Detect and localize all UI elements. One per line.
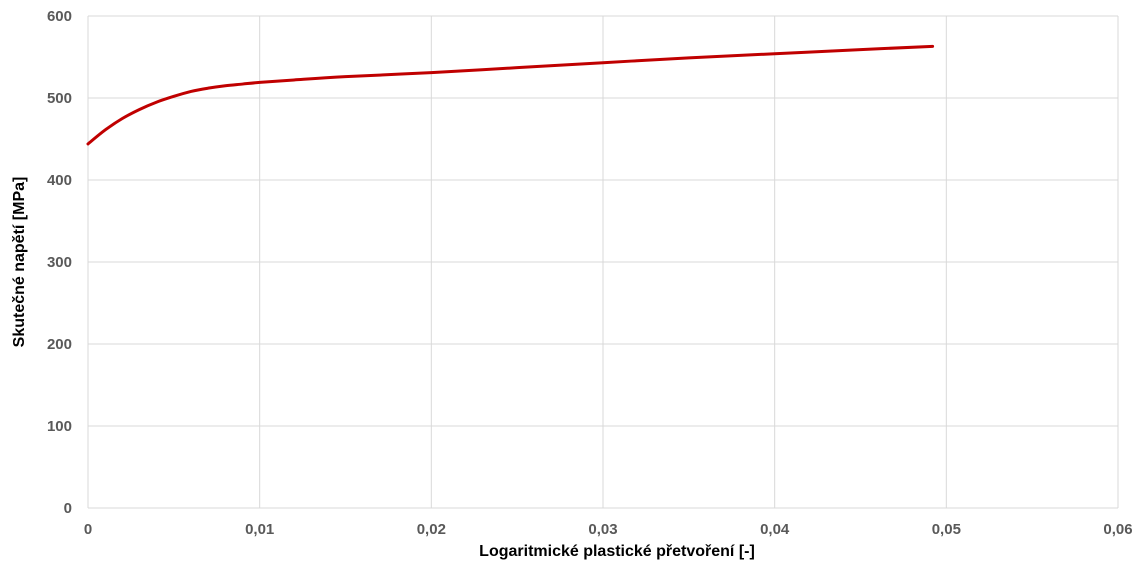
y-tick-label: 300 [47, 254, 72, 271]
x-tick-label: 0,05 [932, 521, 961, 538]
series-layer [86, 44, 935, 146]
y-tick-label: 100 [47, 418, 72, 435]
y-tick-label: 200 [47, 336, 72, 353]
y-tick-label: 0 [64, 500, 72, 517]
x-tick-label: 0 [84, 521, 92, 538]
x-tick-label: 0,04 [760, 521, 790, 538]
x-tick-label: 0,03 [588, 521, 617, 538]
x-tick-label: 0,02 [417, 521, 446, 538]
x-tick-label: 0,01 [245, 521, 274, 538]
y-gridlines [88, 15, 1118, 509]
x-axis-title: Logaritmické plastické přetvoření [-] [479, 543, 755, 560]
y-tick-label: 600 [47, 8, 72, 25]
series-line [86, 44, 935, 146]
x-tick-label: 0,06 [1103, 521, 1132, 538]
y-tick-label: 400 [47, 172, 72, 189]
y-tick-label: 500 [47, 90, 72, 107]
x-tick-labels: 0 0,01 0,02 0,03 0,04 0,05 0,06 [84, 521, 1133, 538]
y-axis-title: Skutečné napětí [MPa] [11, 177, 28, 348]
y-tick-labels: 0 100 200 300 400 500 600 [47, 8, 72, 517]
